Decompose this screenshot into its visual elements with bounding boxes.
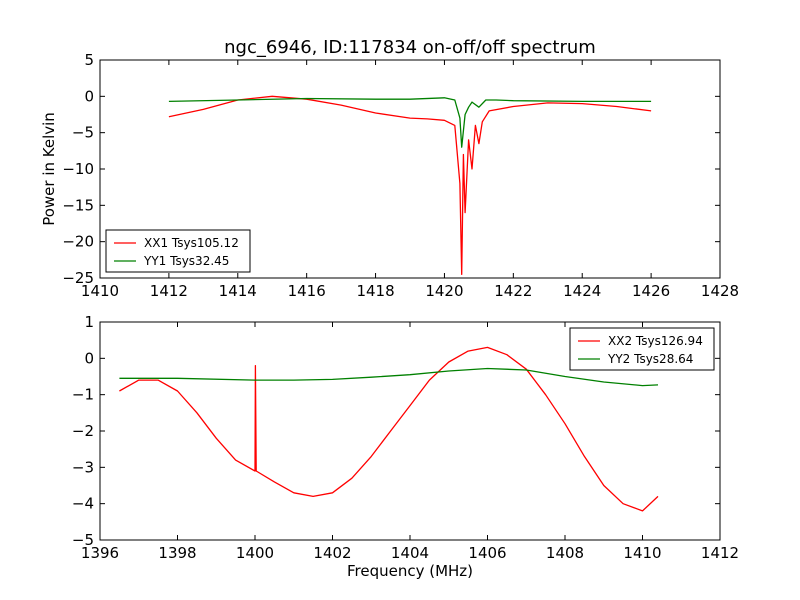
- bottom-x-tick-label: 1408: [546, 544, 584, 562]
- top-plot-lines: [168, 95, 652, 276]
- top-y-tick-label: −10: [62, 160, 94, 178]
- bottom-y-tick-label: −5: [72, 531, 94, 549]
- bottom-y-tick-label: 0: [84, 349, 94, 367]
- top-legend-label: YY1 Tsys32.45: [143, 254, 229, 268]
- bottom-y-tick-label: −3: [72, 458, 94, 476]
- bottom-legend: XX2 Tsys126.94 YY2 Tsys28.64: [569, 327, 715, 371]
- top-x-tick-label: 1420: [425, 282, 463, 300]
- bottom-legend-label: XX2 Tsys126.94: [608, 334, 703, 348]
- bottom-y-tick-label: 1: [84, 313, 94, 331]
- top-plot: 1410 1412 1414 1416 1418 1420 1422 1424 1426 1428…: [40, 51, 739, 300]
- bottom-y-tick-label: −1: [72, 386, 94, 404]
- top-series-line-0: [168, 95, 652, 276]
- top-y-tick-label: −5: [72, 124, 94, 142]
- bottom-x-tick-label: 1406: [468, 544, 506, 562]
- bottom-legend-box: [569, 327, 715, 371]
- top-x-tick-label: 1428: [701, 282, 739, 300]
- top-x-tick-label: 1412: [150, 282, 188, 300]
- bottom-x-tick-label: 1412: [701, 544, 739, 562]
- top-y-tick-label: 0: [84, 87, 94, 105]
- bottom-x-tick-label: 1398: [158, 544, 196, 562]
- bottom-x-tick-label: 1410: [623, 544, 661, 562]
- top-x-ticks: 1410 1412 1414 1416 1418 1420 1422 1424 1426 1428: [81, 60, 739, 300]
- chart-title: ngc_6946, ID:117834 on-off/off spectrum: [224, 37, 596, 58]
- top-x-tick-label: 1422: [494, 282, 532, 300]
- top-x-tick-label: 1426: [632, 282, 670, 300]
- top-legend-box: [105, 229, 251, 273]
- top-legend-label: XX1 Tsys105.12: [144, 236, 239, 250]
- top-y-ticks: −25 −20 −15 −10 −5 0 5: [62, 51, 720, 287]
- bottom-y-ticks: −5 −4 −3 −2 −1 0 1: [72, 313, 720, 549]
- top-x-tick-label: 1424: [563, 282, 601, 300]
- bottom-x-tick-label: 1402: [313, 544, 351, 562]
- top-x-tick-label: 1418: [356, 282, 394, 300]
- bottom-x-axis-label: Frequency (MHz): [347, 562, 473, 580]
- bottom-x-tick-label: 1404: [391, 544, 429, 562]
- top-legend: XX1 Tsys105.12 YY1 Tsys32.45: [105, 229, 251, 273]
- top-y-tick-label: −25: [62, 269, 94, 287]
- bottom-legend-label: YY2 Tsys28.64: [607, 352, 693, 366]
- top-x-tick-label: 1410: [81, 282, 119, 300]
- bottom-x-ticks: 1396 1398 1400 1402 1404 1406 1408 1410 1412: [81, 322, 739, 562]
- top-series-line-1: [168, 97, 652, 148]
- top-y-tick-label: 5: [84, 51, 94, 69]
- top-x-tick-label: 1414: [219, 282, 257, 300]
- bottom-y-tick-label: −4: [72, 495, 94, 513]
- bottom-x-tick-label: 1400: [236, 544, 274, 562]
- top-y-tick-label: −15: [62, 196, 94, 214]
- bottom-x-tick-label: 1396: [81, 544, 119, 562]
- top-x-tick-label: 1416: [288, 282, 326, 300]
- bottom-plot-lines: [119, 346, 659, 512]
- top-y-tick-label: −20: [62, 233, 94, 251]
- top-y-axis-label: Power in Kelvin: [40, 112, 58, 226]
- bottom-y-tick-label: −2: [72, 422, 94, 440]
- bottom-plot: 1396 1398 1400 1402 1404 1406 1408 1410 1412 −5−…: [72, 313, 739, 580]
- bottom-series-line-0: [119, 346, 659, 512]
- bottom-series-line-1: [119, 367, 659, 387]
